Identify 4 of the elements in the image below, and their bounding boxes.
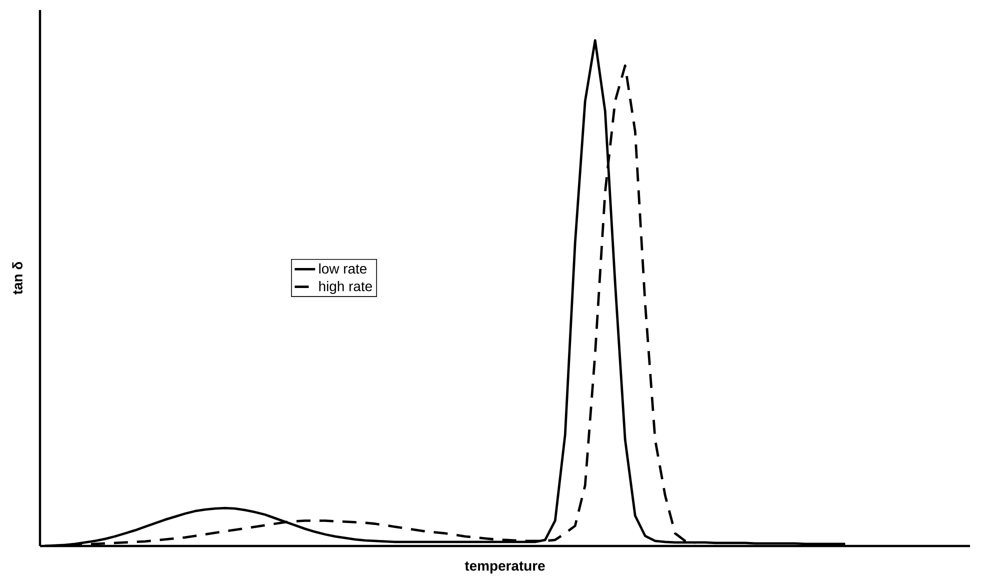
x-axis-title: temperature (464, 562, 545, 574)
y-axis-title: tan δ (12, 262, 22, 294)
legend-label: high rate (319, 280, 372, 294)
legend-label: low rate (319, 263, 367, 274)
